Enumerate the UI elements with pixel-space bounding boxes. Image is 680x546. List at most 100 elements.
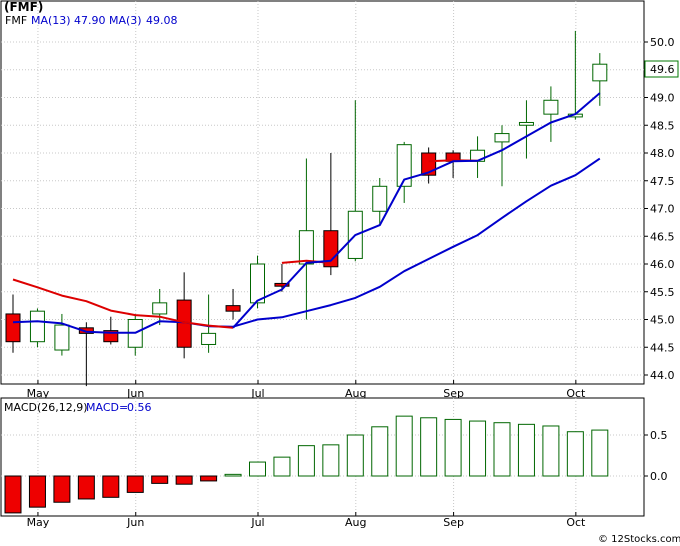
price-tick-label: 45.0 <box>650 314 675 327</box>
ma-line <box>232 92 601 329</box>
candle-body-down <box>78 327 94 334</box>
macd-bar-negative <box>28 475 46 508</box>
month-label: Jun <box>126 516 144 529</box>
price-tick-label: 44.0 <box>650 369 675 382</box>
macd-bar-negative <box>102 475 120 498</box>
candle <box>103 316 119 345</box>
macd-bar-positive <box>493 422 511 477</box>
candle <box>396 141 412 203</box>
price-x-tick-labels: May Jun Jul Aug Sep Oct <box>27 387 586 400</box>
footer-credit: © 12Stocks.com <box>598 534 680 545</box>
macd-bar-positive <box>322 444 340 477</box>
month-label: Aug <box>345 387 366 400</box>
month-label: Sep <box>443 387 464 400</box>
macd-bar-positive <box>469 420 487 477</box>
legend-macd-params: MACD(26,12,9) <box>4 401 88 414</box>
macd-tick-label: 0.0 <box>650 470 668 483</box>
macd-bar-negative <box>77 475 95 500</box>
candle <box>592 53 608 106</box>
price-legend: FMF MA(13) 47.90 MA(3) 49.08 <box>5 14 178 27</box>
price-tick-label: 50.0 <box>650 36 675 49</box>
price-tick-label: 48.0 <box>650 147 675 160</box>
legend-ma3-label: MA(3) <box>109 14 142 27</box>
macd-bar-negative <box>53 475 71 503</box>
candle-body-up <box>592 63 608 82</box>
candle-body-up <box>250 263 265 304</box>
legend-macd-eq: = <box>119 401 128 414</box>
price-tick-label: 47.0 <box>650 203 675 216</box>
legend-fmf: FMF <box>5 14 27 27</box>
candle <box>274 264 290 292</box>
macd-bar-positive <box>444 418 462 477</box>
candle <box>421 147 437 184</box>
candle-body-up <box>543 99 559 115</box>
candle-body-down <box>225 305 241 312</box>
price-tick-label: 47.5 <box>650 175 675 188</box>
candle-body-up <box>494 133 510 143</box>
month-label: May <box>27 387 50 400</box>
candle <box>152 288 168 326</box>
candle <box>372 177 388 226</box>
macd-bar-positive <box>420 417 438 477</box>
candle-body-up <box>29 310 45 343</box>
legend-macd-value: 0.56 <box>127 401 152 414</box>
macd-bar-positive <box>517 423 535 477</box>
price-tick-label: 48.5 <box>650 119 675 132</box>
macd-bar-positive <box>249 461 266 477</box>
candle <box>543 86 559 142</box>
price-panel-frame <box>0 0 645 385</box>
legend-ma3-value: 49.08 <box>146 14 178 27</box>
macd-bar-negative <box>175 475 193 485</box>
last-price-marker: 49.6 <box>644 60 679 78</box>
macd-bar-positive <box>591 429 609 477</box>
macd-bar-negative <box>126 475 144 493</box>
candle <box>54 313 70 356</box>
candle-body-up <box>201 332 217 345</box>
price-gridlines <box>1 41 644 376</box>
legend-ma13-value: 47.90 <box>74 14 106 27</box>
month-label: Oct <box>566 387 586 400</box>
candle <box>29 308 45 348</box>
macd-bar-positive <box>346 434 364 477</box>
macd-bar-positive <box>224 473 242 477</box>
ma-line <box>12 278 234 329</box>
last-price-label: 49.6 <box>650 63 675 76</box>
candle <box>201 294 217 353</box>
candle-body-up <box>298 230 314 265</box>
month-label: Oct <box>566 516 586 529</box>
month-label: Aug <box>345 516 366 529</box>
month-label: Jul <box>250 387 264 400</box>
macd-histogram <box>4 415 609 514</box>
macd-bar-positive <box>371 426 389 477</box>
macd-y-tick-labels: 0.5 0.0 <box>644 429 668 483</box>
candle-body-up <box>396 144 412 187</box>
candle-body-up <box>372 185 388 212</box>
price-tick-label: 44.5 <box>650 341 675 354</box>
candle-body-down <box>103 330 119 343</box>
macd-legend: MACD(26,12,9) MACD = 0.56 <box>4 401 152 414</box>
macd-month-gridlines <box>37 398 577 516</box>
ma-line <box>12 157 601 334</box>
candle-body-down <box>421 152 437 176</box>
macd-bar-positive <box>297 445 315 477</box>
macd-bar-negative <box>151 475 169 484</box>
candle <box>78 322 94 387</box>
candle-body-down <box>5 313 21 343</box>
last-price-box <box>644 60 679 78</box>
candle-body-up <box>518 121 534 126</box>
macd-bar-positive <box>395 415 413 477</box>
candle <box>494 125 510 187</box>
price-tick-label: 46.0 <box>650 258 675 271</box>
candle-body-up <box>54 324 70 351</box>
macd-bar-positive <box>273 456 291 477</box>
month-label: Jun <box>126 387 144 400</box>
candle <box>5 294 21 353</box>
price-tick-label: 45.5 <box>650 286 675 299</box>
month-label: Sep <box>443 516 464 529</box>
candle-body-up <box>152 302 168 315</box>
price-tick-label: 46.5 <box>650 230 675 243</box>
macd-bar-negative <box>4 475 22 514</box>
price-y-tick-labels: 44.0 44.5 45.0 45.5 46.0 46.5 47.0 47.5 48.0 48.5… <box>644 36 675 382</box>
candle <box>225 288 241 320</box>
